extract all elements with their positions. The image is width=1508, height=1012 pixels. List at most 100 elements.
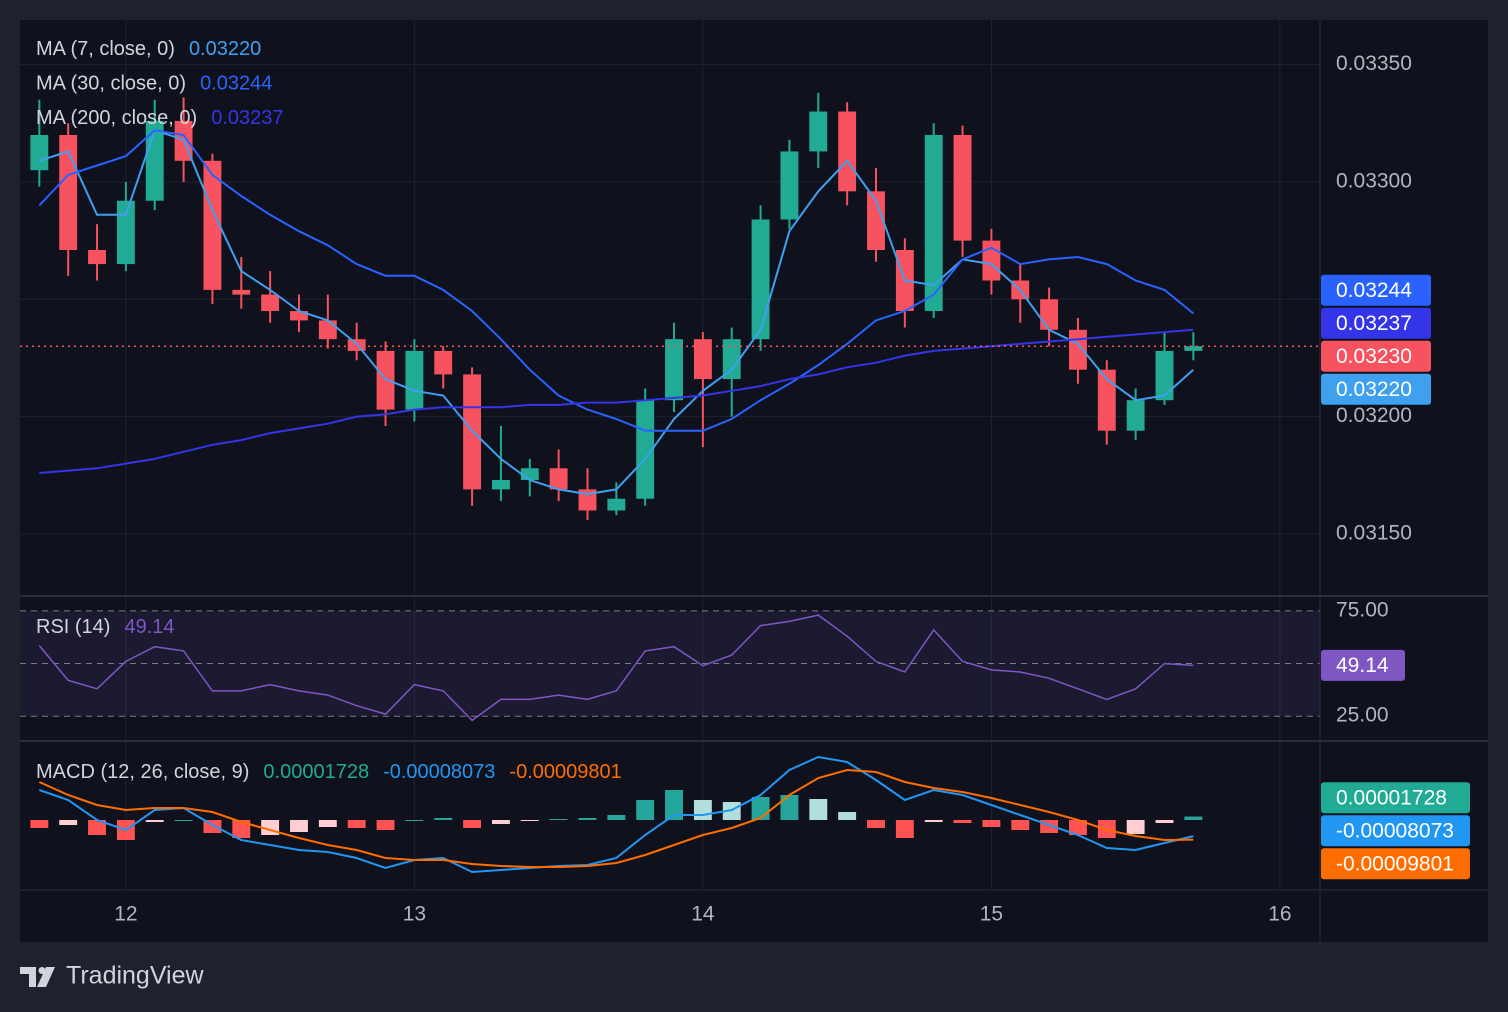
histogram-bar — [751, 797, 770, 820]
ma-line — [38, 129, 1194, 496]
legend-value: 0.03220 — [189, 38, 261, 60]
legend-entry: MACD (12, 26, close, 9) 0.00001728 -0.0000… — [36, 761, 622, 783]
histogram-bar — [88, 820, 106, 835]
histogram-bar — [30, 820, 49, 828]
price-tag — [1321, 340, 1431, 372]
brand-name: TradingView — [66, 962, 205, 990]
y-tick-label: 0.03350 — [1336, 52, 1412, 75]
y-tick-label: 0.03200 — [1336, 404, 1412, 427]
candle-body — [1069, 329, 1087, 370]
histogram-bar — [780, 795, 799, 820]
candle-body — [520, 468, 539, 480]
candle-body — [693, 339, 712, 380]
candle-body — [578, 489, 597, 511]
ma-line — [39, 328, 1194, 474]
legend-value: 0.03244 — [200, 73, 272, 95]
candle-body — [405, 350, 424, 410]
y-tick-label: 0.03300 — [1336, 169, 1412, 192]
legend-entry: MA (200, close, 0) 0.03237 — [36, 107, 283, 129]
histogram-bar — [491, 820, 510, 824]
brand-logo — [20, 967, 55, 987]
price-tag — [1321, 274, 1431, 306]
x-tick-label: 13 — [403, 903, 426, 926]
candle-body — [982, 240, 1001, 281]
candle-body — [924, 135, 943, 312]
candle-body — [809, 111, 828, 152]
histogram-bar — [895, 820, 914, 838]
legend-entry: MA (7, close, 0) 0.03220 — [36, 38, 261, 60]
histogram-bar — [549, 819, 568, 820]
x-tick-label: 15 — [980, 903, 1003, 926]
ma-line — [38, 129, 1194, 432]
candle-body — [1097, 369, 1116, 431]
price-tags: 0.03244 0.03237 0.03230 0.03220 49.14 — [1321, 274, 1431, 681]
price-tag — [1321, 307, 1431, 339]
candle-body — [376, 350, 395, 410]
histogram-bar — [607, 815, 626, 820]
histogram-bar — [520, 820, 539, 821]
candle-body — [318, 320, 337, 340]
histogram-bar — [376, 820, 395, 830]
histogram-bar — [1155, 820, 1174, 823]
histogram-bar — [578, 818, 597, 820]
y-tick-label: 75.00 — [1336, 598, 1389, 621]
legend-name: MA (7, close, 0) — [36, 38, 175, 60]
histogram-bar — [867, 820, 885, 828]
histogram-bar — [434, 818, 453, 820]
histogram-bar — [838, 812, 857, 820]
x-tick-label: 14 — [691, 903, 715, 926]
price-tag-label: 0.03237 — [1336, 312, 1412, 335]
candle-body — [261, 294, 280, 312]
candle-body — [549, 468, 568, 490]
candle-body — [88, 250, 106, 265]
logo-mark — [37, 967, 55, 987]
candle-body — [1040, 299, 1059, 330]
price-tag — [1321, 373, 1431, 405]
candle-body — [1184, 346, 1203, 351]
candle-body — [607, 498, 626, 511]
price-tag-label: 49.14 — [1336, 654, 1389, 677]
histogram-bar — [59, 820, 78, 825]
legend-value: 49.14 — [124, 616, 174, 638]
x-tick-label: 16 — [1268, 903, 1291, 926]
histogram-bar — [1011, 820, 1030, 830]
y-tick-label: 25.00 — [1336, 704, 1389, 727]
rsi-pane — [20, 610, 1320, 722]
candle-body — [780, 151, 799, 220]
histogram-bar — [924, 820, 943, 822]
candle-body — [290, 311, 308, 321]
x-tick-label: 12 — [114, 903, 137, 926]
histogram-bar — [347, 820, 366, 828]
histogram-bar — [953, 820, 972, 823]
legend: MA (7, close, 0) 0.03220 MA (30, close, 0)… — [36, 38, 622, 783]
legend-entry: RSI (14) 49.14 — [36, 616, 175, 638]
legend-value: 0.00001728 — [263, 761, 369, 783]
histogram-bar — [636, 800, 655, 820]
candle-body — [953, 135, 972, 241]
histogram-bar — [290, 820, 308, 832]
legend-value: -0.00008073 — [383, 761, 495, 783]
candle-body — [665, 339, 683, 401]
candle-body — [59, 135, 78, 250]
legend-name: MA (200, close, 0) — [36, 107, 197, 129]
candle-body — [1155, 350, 1174, 401]
macd-line — [38, 755, 1194, 874]
histogram-bar — [318, 820, 337, 827]
candle-body — [116, 200, 135, 265]
candle-body — [491, 480, 510, 490]
histogram-bar — [1184, 816, 1203, 820]
chart-panel — [20, 20, 1488, 942]
histogram-bar — [463, 820, 482, 828]
legend-name: RSI (14) — [36, 616, 110, 638]
price-tag — [1321, 848, 1470, 880]
candle-body — [722, 339, 741, 380]
legend-value: 0.03237 — [211, 107, 283, 129]
candle-body — [751, 219, 770, 340]
price-tag-label: -0.00009801 — [1336, 852, 1454, 875]
legend-entry: MA (30, close, 0) 0.03244 — [36, 73, 272, 95]
histogram-bar — [982, 820, 1001, 827]
candle-body — [203, 160, 222, 290]
logo-mark — [20, 967, 36, 987]
candle-body — [434, 350, 453, 375]
